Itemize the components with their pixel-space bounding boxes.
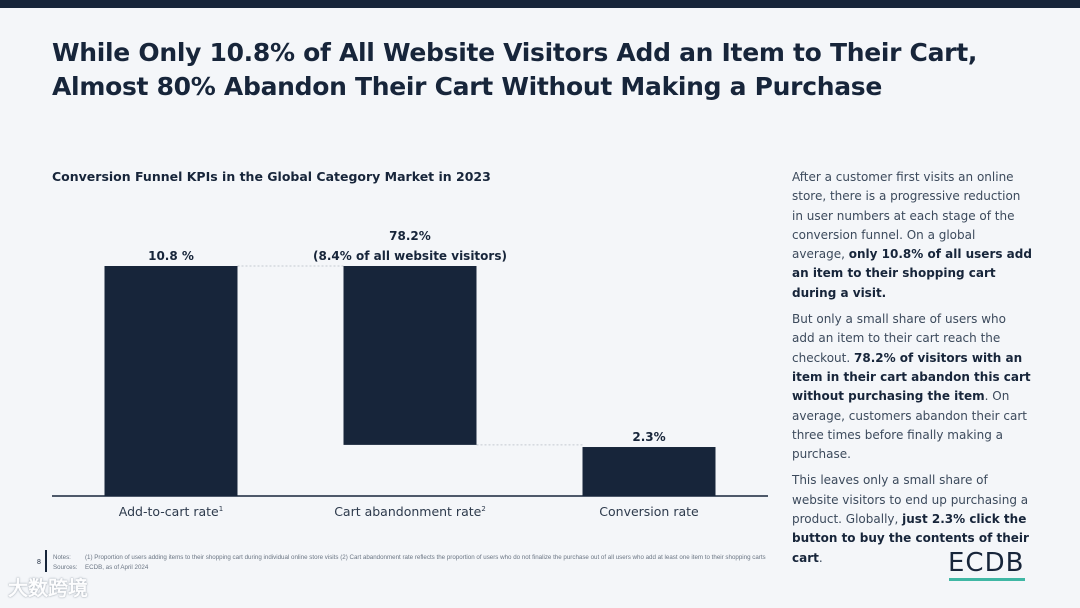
bar-2 — [343, 266, 477, 445]
slide-title: While Only 10.8% of All Website Visitors… — [52, 36, 1032, 104]
commentary-text: . — [818, 550, 823, 565]
notes-label: Notes: — [53, 554, 71, 561]
commentary-paragraph-2: But only a small share of users who add … — [792, 310, 1032, 464]
logo-underline — [949, 578, 1025, 581]
chart-title: Conversion Funnel KPIs in the Global Cat… — [52, 169, 491, 184]
commentary-text: This leaves only a small share of websit… — [792, 473, 1029, 527]
sources-label: Sources: — [53, 564, 78, 571]
slide-title-line-1: While Only 10.8% of All Website Visitors… — [52, 38, 978, 67]
commentary-highlight: 78.2% of visitors with an item in their … — [792, 350, 1031, 404]
category-label: Add-to-cart rate1 — [119, 504, 223, 519]
bar-3 — [582, 447, 716, 496]
data-label: 78.2% — [389, 229, 431, 243]
category-label: Conversion rate — [599, 504, 699, 519]
data-label: 10.8 % — [148, 249, 194, 263]
sources-line: Sources: ECDB, as of April 2024 — [53, 563, 873, 573]
page-number: 8 — [37, 559, 41, 566]
bar-1 — [104, 266, 238, 496]
ecdb-logo: ECDB — [948, 548, 1025, 578]
footnote-marker: 2 — [481, 505, 485, 513]
commentary-highlight: only 10.8% of all users add an item to t… — [792, 247, 1032, 300]
footnote-marker: 1 — [219, 505, 223, 513]
commentary-paragraph-1: After a customer first visits an online … — [792, 168, 1032, 303]
notes-text: (1) Proportion of users adding items to … — [85, 554, 766, 561]
footer-divider — [45, 550, 47, 572]
commentary-highlight: just 2.3% click the button to buy the co… — [792, 512, 1029, 565]
sources-text: ECDB, as of April 2024 — [85, 564, 149, 571]
commentary-paragraph-3: This leaves only a small share of websit… — [792, 471, 1032, 567]
commentary-text: After a customer first visits an online … — [792, 170, 1021, 262]
commentary-text: But only a small share of users who add … — [792, 312, 1006, 365]
notes-line: Notes: (1) Proportion of users adding ite… — [53, 553, 873, 563]
category-label: Cart abandonment rate2 — [334, 504, 486, 519]
footer-notes: Notes: (1) Proportion of users adding ite… — [53, 553, 873, 573]
slide-title-line-2: Almost 80% Abandon Their Cart Without Ma… — [52, 72, 883, 101]
top-accent-bar — [0, 0, 1080, 8]
commentary-text: . On average, customers abandon their ca… — [792, 389, 1028, 462]
data-label: (8.4% of all website visitors) — [313, 249, 507, 263]
side-commentary: After a customer first visits an online … — [792, 168, 1032, 575]
data-label: 2.3% — [632, 430, 665, 444]
watermark: 大数跨境 — [8, 578, 88, 600]
